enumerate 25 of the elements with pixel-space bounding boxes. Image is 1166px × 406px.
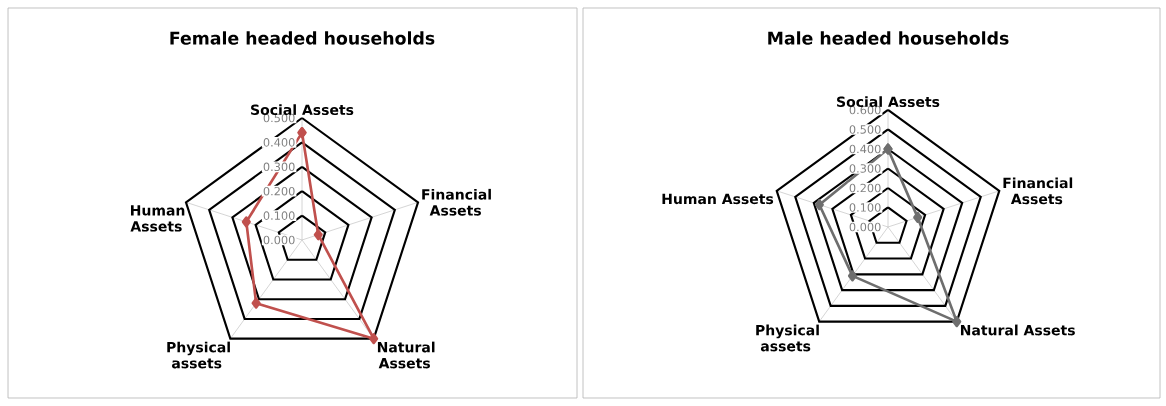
y-tick-label: 0.400 xyxy=(849,144,881,154)
spoke-label: Financial Assets xyxy=(1003,177,1073,205)
spoke-label: Financial Assets xyxy=(422,188,491,216)
y-tick-label: 0.300 xyxy=(849,164,881,173)
y-tick-label: 0.400 xyxy=(263,138,295,147)
y-tick-label: 0.500 xyxy=(263,113,295,123)
y-tick-label: 0.100 xyxy=(263,211,295,220)
spoke-label: Physical assets xyxy=(167,341,230,369)
y-tick-label: 0.500 xyxy=(849,125,881,134)
y-tick-label: 0.000 xyxy=(849,222,881,232)
spoke-label: Natural Assets xyxy=(960,324,1075,336)
spoke-label: Human Assets xyxy=(130,205,185,232)
y-tick-label: 0.100 xyxy=(849,203,881,212)
spoke-label: Physical assets xyxy=(756,324,819,352)
y-tick-label: 0.200 xyxy=(849,183,881,193)
spoke-label: Social Assets xyxy=(251,104,354,116)
spoke-label: Social Assets xyxy=(837,96,940,108)
chart-title: Female headed households xyxy=(170,31,435,45)
y-tick-label: 0.300 xyxy=(263,162,295,172)
y-tick-label: 0.200 xyxy=(263,186,295,196)
spoke-label: Natural Assets xyxy=(377,341,435,369)
y-tick-label: 0.600 xyxy=(849,105,881,115)
chart-title: Male headed households xyxy=(768,31,1009,45)
y-tick-label: 0.000 xyxy=(263,235,295,245)
spoke-label: Human Assets xyxy=(662,193,774,205)
